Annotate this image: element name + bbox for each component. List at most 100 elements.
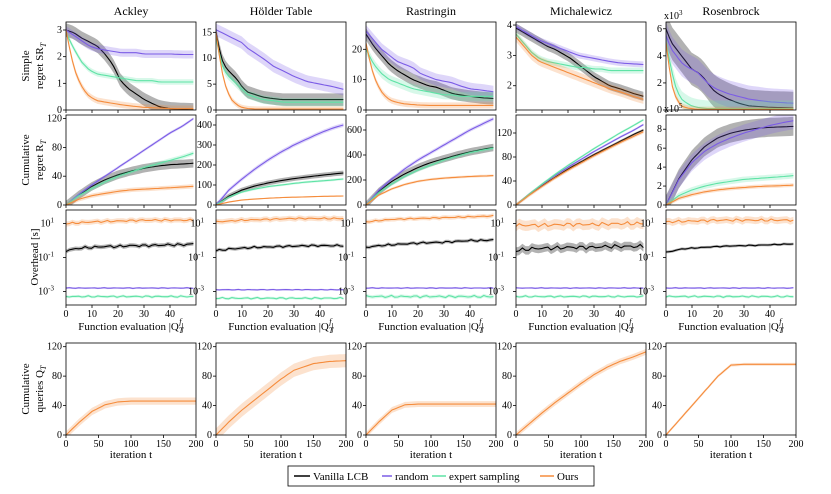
plot-area (516, 348, 646, 435)
plot-area (66, 216, 194, 299)
y-tick-label: 40 (502, 401, 512, 412)
band-ours (516, 130, 644, 205)
y-tick-label: 2 (657, 181, 662, 192)
legend-label-ours: Ours (557, 471, 578, 483)
x-label-sub: T (329, 326, 334, 335)
series-line-ours (216, 360, 346, 435)
x-label-sup: f (479, 317, 483, 326)
row-label-line: regret RT (34, 139, 48, 180)
axes-frame (365, 114, 497, 206)
series-line-ours (66, 400, 196, 435)
y-tick-label: 101 (191, 217, 205, 230)
y-tick-label: 10-1 (638, 251, 654, 264)
y-tick-label: 101 (641, 217, 655, 230)
series-line-random (216, 288, 344, 291)
y-tick-label: 2 (57, 52, 62, 63)
series-line-expert-sampling (66, 295, 194, 298)
x-label-bar: | (632, 321, 634, 333)
series-line-expert-sampling (66, 32, 194, 83)
axes-frame (215, 21, 347, 111)
x-tick-label: 10 (237, 309, 247, 320)
y-tick-label: 400 (347, 150, 362, 161)
panel-r0-c2: 0 10 20 (352, 21, 497, 116)
x-label-bar: | (182, 321, 184, 333)
row-label-sub: T (39, 139, 48, 144)
legend: Vanilla LCB random expert sampling Ours (287, 465, 595, 487)
plot-area (516, 216, 644, 299)
y-tick-label: 1 (57, 78, 62, 89)
axes-frame (665, 21, 797, 111)
band-random (666, 22, 794, 110)
y-tick-label: 120 (497, 342, 512, 353)
x-label-bar: | (482, 321, 484, 333)
y-tick-label: 120 (647, 342, 662, 353)
x-tick-label: 150 (306, 439, 321, 450)
x-tick-label: 20 (113, 309, 123, 320)
y-tick-label: 10 (202, 53, 212, 64)
band-ours (366, 174, 494, 205)
series-line-random (66, 29, 194, 56)
band-expert-sampling (216, 33, 344, 107)
y-tick-label: 120 (47, 114, 62, 125)
band-random (216, 23, 344, 96)
row-label-line: regret SRT (34, 42, 48, 89)
series-line-random (516, 26, 644, 66)
panel-r0-c0: 0 1 2 3 (57, 21, 197, 116)
series-line-expert-sampling (216, 37, 344, 103)
panel-r0-c3: 2 3 4 (507, 20, 647, 113)
y-tick-label: 0 (657, 105, 662, 116)
x-tick-label: 0 (64, 309, 69, 320)
axes-frame (365, 21, 497, 111)
series-line-random (66, 118, 194, 205)
y-tick-label: 8 (657, 124, 662, 135)
x-tick-label: 30 (589, 309, 599, 320)
y-tick-label: 40 (652, 401, 662, 412)
x-label-sub: T (779, 326, 784, 335)
series-line-expert-sampling (366, 294, 494, 299)
x-tick-label: 0 (364, 439, 369, 450)
x-label-sub: T (479, 326, 484, 335)
y-tick-label: 2 (657, 78, 662, 89)
panel-r1-c2: 0 200 400 600 (347, 114, 497, 211)
plot-area (366, 116, 494, 205)
x-label-sub: T (629, 326, 634, 335)
panel-title-rosenbrock: Rosenbrock (702, 4, 759, 18)
x-tick-label: 150 (756, 439, 771, 450)
axes-frame (65, 342, 197, 436)
x-tick-label: 30 (439, 309, 449, 320)
band-ours (366, 401, 496, 435)
band-vanilla-lcb (516, 240, 644, 256)
band-ours (666, 362, 796, 435)
band-ours (66, 184, 194, 205)
series-line-expert-sampling (516, 295, 644, 298)
y-tick-exp: 1 (51, 217, 55, 225)
series-line-ours (666, 218, 794, 224)
x-tick-label: 0 (214, 439, 219, 450)
y-tick-label: 80 (652, 371, 662, 382)
series-line-ours (366, 43, 494, 106)
y-tick-label: 80 (502, 371, 512, 382)
panel-r3-c4: 0 40 80 120 0 50 100 150 200 iteration t (647, 342, 804, 461)
x-axis-label: Function evaluation |QTf| (678, 317, 784, 335)
series-line-expert-sampling (216, 178, 344, 205)
series-line-ours (66, 218, 194, 225)
y-tick-label: 40 (202, 401, 212, 412)
series-line-expert-sampling (66, 152, 194, 205)
y-tick-label: 0 (657, 200, 662, 211)
plot-area (366, 25, 494, 109)
x-tick-label: 40 (165, 309, 175, 320)
x-tick-label: 20 (713, 309, 723, 320)
y-tick-exp: -1 (48, 251, 54, 259)
x-axis-label: iteration t (560, 449, 602, 461)
series-line-vanilla-lcb (666, 28, 794, 109)
y-tick-label: 80 (502, 152, 512, 163)
panel-title-rastringin: Rastringin (406, 4, 456, 18)
band-random (366, 116, 494, 205)
y-tick-label: 4 (657, 162, 662, 173)
y-tick-label: 15 (202, 27, 212, 38)
series-line-random (516, 287, 644, 289)
band-ours (516, 348, 646, 435)
y-tick-label: 0 (357, 200, 362, 211)
series-line-expert-sampling (366, 147, 494, 205)
